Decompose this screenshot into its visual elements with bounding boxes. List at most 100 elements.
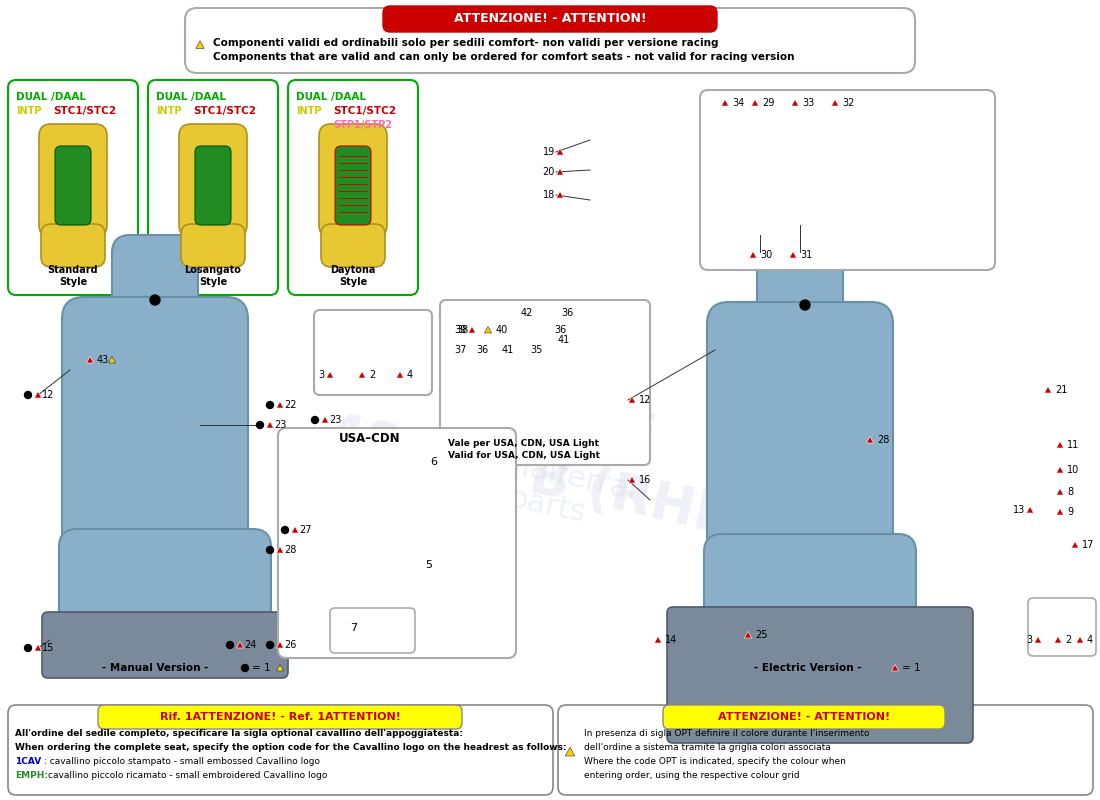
- Text: STC1/STC2: STC1/STC2: [333, 106, 396, 116]
- FancyBboxPatch shape: [440, 300, 650, 465]
- Text: 12: 12: [42, 390, 54, 400]
- Polygon shape: [327, 371, 333, 378]
- Text: 36: 36: [561, 308, 573, 318]
- Text: 1CAV: 1CAV: [15, 757, 42, 766]
- FancyBboxPatch shape: [8, 80, 137, 295]
- Text: DUAL /DAAL: DUAL /DAAL: [16, 92, 86, 102]
- Text: 27: 27: [299, 525, 311, 535]
- Polygon shape: [276, 546, 284, 553]
- Circle shape: [24, 391, 32, 398]
- Text: 2: 2: [368, 370, 375, 380]
- Text: : cavallino piccolo stampato - small embossed Cavallino logo: : cavallino piccolo stampato - small emb…: [44, 757, 320, 766]
- Text: 40: 40: [496, 325, 508, 335]
- Text: 4: 4: [407, 370, 414, 380]
- Text: cavallino piccolo ricamato - small embroidered Cavallino logo: cavallino piccolo ricamato - small embro…: [48, 770, 328, 779]
- FancyBboxPatch shape: [8, 705, 553, 795]
- Polygon shape: [266, 422, 274, 428]
- Polygon shape: [751, 99, 759, 106]
- Text: 36: 36: [476, 345, 488, 355]
- Polygon shape: [557, 168, 563, 175]
- Text: 19: 19: [542, 147, 556, 157]
- Text: 13: 13: [1013, 505, 1025, 515]
- Text: ATTENZIONE! - ATTENTION!: ATTENZIONE! - ATTENTION!: [718, 712, 890, 722]
- Text: All'ordine del sedile completo, specificare la sigla optional cavallino dell'app: All'ordine del sedile completo, specific…: [15, 729, 463, 738]
- Polygon shape: [654, 637, 661, 643]
- Text: 28: 28: [284, 545, 296, 555]
- Text: entering order, using the respective colour grid: entering order, using the respective col…: [584, 770, 800, 779]
- Text: 43: 43: [97, 355, 109, 365]
- Text: In presenza di sigla OPT definire il colore durante l'inserimento: In presenza di sigla OPT definire il col…: [584, 729, 869, 738]
- Polygon shape: [321, 416, 329, 423]
- Text: 21: 21: [1055, 385, 1067, 395]
- Text: INTP: INTP: [16, 106, 42, 116]
- FancyBboxPatch shape: [182, 224, 245, 267]
- Text: EMPH:: EMPH:: [15, 770, 48, 779]
- Polygon shape: [292, 526, 298, 533]
- Circle shape: [800, 300, 810, 310]
- Text: 18: 18: [542, 190, 556, 200]
- Text: 17: 17: [1082, 540, 1094, 550]
- Text: 28: 28: [877, 435, 890, 445]
- Polygon shape: [832, 99, 838, 106]
- Text: When ordering the complete seat, specify the option code for the Cavallino logo : When ordering the complete seat, specify…: [15, 742, 566, 751]
- Text: 24: 24: [244, 640, 256, 650]
- FancyBboxPatch shape: [195, 146, 231, 225]
- Circle shape: [266, 642, 274, 649]
- Text: 42: 42: [521, 308, 534, 318]
- FancyBboxPatch shape: [321, 224, 385, 267]
- FancyBboxPatch shape: [314, 310, 432, 395]
- Circle shape: [282, 526, 288, 534]
- Polygon shape: [628, 476, 636, 483]
- Text: STC1/STC2: STC1/STC2: [53, 106, 116, 116]
- Text: 23: 23: [329, 415, 341, 425]
- FancyBboxPatch shape: [704, 534, 916, 636]
- Text: 32: 32: [842, 98, 855, 108]
- Circle shape: [266, 546, 274, 554]
- Polygon shape: [1077, 637, 1084, 643]
- FancyBboxPatch shape: [707, 302, 893, 558]
- Text: Rif. 1ATTENZIONE! - Ref. 1ATTENTION!: Rif. 1ATTENZIONE! - Ref. 1ATTENTION!: [160, 712, 400, 722]
- Text: INTP: INTP: [296, 106, 321, 116]
- Text: STP1/STP2: STP1/STP2: [333, 120, 392, 130]
- Text: 7: 7: [350, 623, 358, 633]
- Text: 23: 23: [274, 420, 286, 430]
- Text: 5: 5: [425, 560, 432, 570]
- Text: 20: 20: [542, 167, 556, 177]
- Polygon shape: [109, 357, 116, 363]
- Text: 33: 33: [802, 98, 814, 108]
- Polygon shape: [34, 391, 42, 398]
- Text: DUAL /DAAL: DUAL /DAAL: [156, 92, 226, 102]
- Text: Valid for USA, CDN, USA Light: Valid for USA, CDN, USA Light: [448, 451, 600, 461]
- Circle shape: [242, 665, 249, 671]
- Polygon shape: [484, 326, 492, 333]
- Text: 14: 14: [666, 635, 678, 645]
- Polygon shape: [557, 191, 563, 198]
- Text: 4: 4: [1087, 635, 1093, 645]
- Polygon shape: [1056, 488, 1064, 495]
- FancyBboxPatch shape: [667, 607, 974, 743]
- Text: 25: 25: [755, 630, 768, 640]
- Text: 6: 6: [430, 457, 437, 467]
- Polygon shape: [867, 437, 873, 443]
- FancyBboxPatch shape: [39, 124, 107, 237]
- Text: 34: 34: [732, 98, 745, 108]
- FancyBboxPatch shape: [42, 612, 288, 678]
- Polygon shape: [1071, 542, 1079, 548]
- Circle shape: [150, 295, 160, 305]
- Text: Vale per USA, CDN, USA Light: Vale per USA, CDN, USA Light: [448, 439, 600, 449]
- Text: 36: 36: [554, 325, 566, 335]
- FancyBboxPatch shape: [98, 705, 462, 729]
- FancyBboxPatch shape: [383, 6, 717, 32]
- Text: 9: 9: [1067, 507, 1074, 517]
- FancyBboxPatch shape: [55, 146, 91, 225]
- FancyBboxPatch shape: [288, 80, 418, 295]
- FancyBboxPatch shape: [59, 529, 271, 631]
- Text: 22: 22: [284, 400, 297, 410]
- Text: 8: 8: [1067, 487, 1074, 497]
- Text: INTP: INTP: [156, 106, 182, 116]
- Text: DUAL /DAAL: DUAL /DAAL: [296, 92, 366, 102]
- FancyBboxPatch shape: [148, 80, 278, 295]
- Text: - Manual Version -: - Manual Version -: [102, 663, 208, 673]
- Polygon shape: [1034, 637, 1042, 643]
- Polygon shape: [1026, 506, 1034, 513]
